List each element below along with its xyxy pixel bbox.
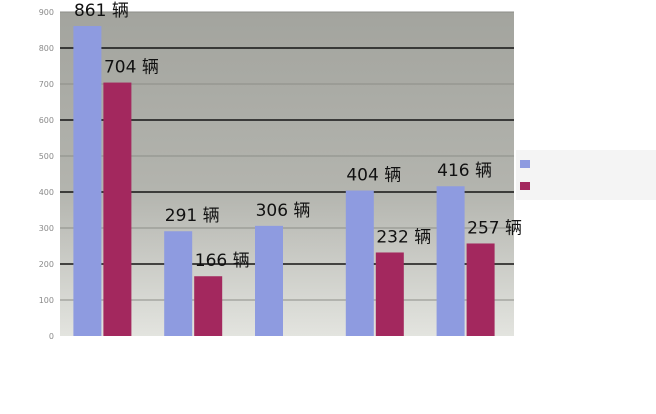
legend-swatch-series-1 (520, 160, 530, 168)
y-tick-label: 100 (39, 296, 54, 305)
bar (255, 225, 283, 336)
data-label: 861 辆 (74, 1, 129, 21)
bar (73, 26, 102, 336)
data-label: 291 辆 (165, 206, 220, 226)
bar (164, 231, 193, 336)
bar (345, 190, 374, 336)
data-label: 404 辆 (346, 166, 401, 186)
y-tick-label: 900 (39, 8, 54, 17)
data-labels: 861 辆 704 辆 291 辆 166 辆 306 辆 404 辆 232 辆 416 辆… (74, 1, 522, 271)
legend (516, 150, 656, 200)
y-tick-label: 400 (39, 188, 54, 197)
y-tick-label: 200 (39, 260, 54, 269)
bar (436, 186, 465, 336)
bar (194, 276, 223, 336)
legend-box (516, 150, 656, 200)
bar (466, 243, 495, 336)
y-tick-label: 500 (39, 152, 54, 161)
y-tick-label: 600 (39, 116, 54, 125)
y-tick-label: 0 (49, 332, 54, 341)
y-tick-label: 700 (39, 80, 54, 89)
data-label: 416 辆 (437, 161, 492, 181)
data-label: 257 辆 (467, 218, 522, 238)
data-label: 232 辆 (376, 227, 431, 247)
y-axis-ticks: 0 100 200 300 400 500 600 700 800 900 (39, 8, 54, 341)
data-label: 306 辆 (256, 201, 311, 221)
data-label: 704 辆 (104, 58, 159, 78)
data-label: 166 辆 (195, 251, 250, 271)
bar (103, 82, 132, 336)
y-tick-label: 800 (39, 44, 54, 53)
bar (375, 252, 404, 336)
legend-swatch-series-2 (520, 182, 530, 190)
bars (73, 26, 495, 336)
y-tick-label: 300 (39, 224, 54, 233)
